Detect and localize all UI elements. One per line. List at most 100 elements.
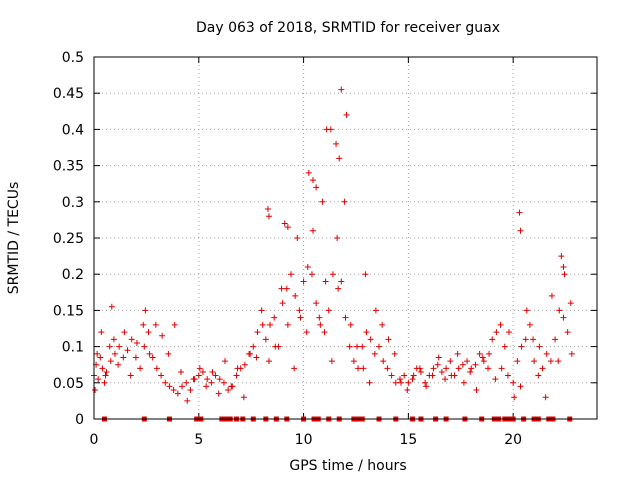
x-tick-label: 10 [295,432,313,448]
data-point [493,329,500,336]
data-point [170,387,177,394]
data-point [162,379,169,386]
data-point [435,354,442,361]
y-tick-label: 0.25 [53,231,84,247]
data-point [542,394,549,401]
data-point [145,329,152,336]
data-point [497,321,504,328]
data-point [476,350,483,357]
data-point [291,365,298,372]
data-point [208,379,215,386]
data-point [523,307,530,314]
data-point [516,209,523,216]
grid-layer [94,57,597,419]
data-point [443,365,450,372]
data-point [187,387,194,394]
data-point [166,383,173,390]
y-axis-label: SRMTID / TECUs [6,182,22,295]
data-point [106,343,113,350]
data-point [317,321,324,328]
data-point [388,372,395,379]
data-point [543,350,550,357]
data-point [416,365,423,372]
data-point [177,368,184,375]
data-point [438,368,445,375]
data-point [250,343,257,350]
data-point [561,271,568,278]
data-point [190,376,197,383]
data-point [547,358,554,365]
data-point [116,343,123,350]
data-point [146,350,153,357]
data-point [329,271,336,278]
data-point [464,358,471,365]
data-point [380,358,387,365]
data-point [313,300,320,307]
data-point [196,365,203,372]
data-point [501,343,508,350]
y-tick-label: 0.15 [53,303,84,319]
data-point [548,292,555,299]
data-point [486,350,493,357]
y-tick-label: 0.3 [62,195,84,211]
data-point [221,358,228,365]
y-tick-label: 0.1 [62,340,84,356]
data-point [266,358,273,365]
data-point [319,198,326,205]
data-point [159,332,166,339]
data-point [518,343,525,350]
data-point [278,285,285,292]
tick-layer: 0 0.05 0.1 0.15 0.2 0.25 0.3 0.35 0.4 0.45 0.5 0 5 10… [53,50,597,448]
data-point [97,354,104,361]
data-point [376,343,383,350]
data-point [165,350,172,357]
data-point [360,365,367,372]
data-point [199,368,206,375]
data-point [489,336,496,343]
data-point [423,383,430,390]
data-point [334,235,341,241]
data-point [310,177,317,184]
data-point [396,376,403,383]
data-point [517,383,524,390]
data-point [392,379,399,386]
data-point [367,336,374,343]
data-point [204,376,211,383]
data-point [179,383,186,390]
data-point [233,372,240,379]
data-point [99,365,106,372]
data-point [347,321,354,328]
data-point [225,387,232,394]
y-tick-label: 0.5 [62,50,84,66]
data-point [101,379,108,386]
data-point [102,372,109,379]
data-point [492,376,499,383]
data-point [567,300,574,307]
data-point [98,329,105,336]
data-point [316,314,323,321]
data-point [152,321,159,328]
x-tick-label: 15 [399,432,417,448]
data-point [366,379,373,386]
data-point [517,227,524,234]
data-point [447,358,454,365]
data-point [94,350,101,357]
data-point [142,307,149,314]
data-point [473,387,480,394]
data-point [171,321,178,328]
data-point [321,329,328,336]
data-point [343,111,350,118]
data-point [121,329,128,336]
data-point [480,358,487,365]
y-tick-label: 0.35 [53,159,84,175]
data-point [124,347,131,354]
data-point [241,361,248,368]
data-point [284,224,291,231]
data-point [355,365,362,372]
data-point [228,383,235,390]
data-point [504,372,511,379]
data-point [539,365,546,372]
data-point [338,278,345,285]
data-point [341,198,348,205]
data-point [203,383,210,390]
